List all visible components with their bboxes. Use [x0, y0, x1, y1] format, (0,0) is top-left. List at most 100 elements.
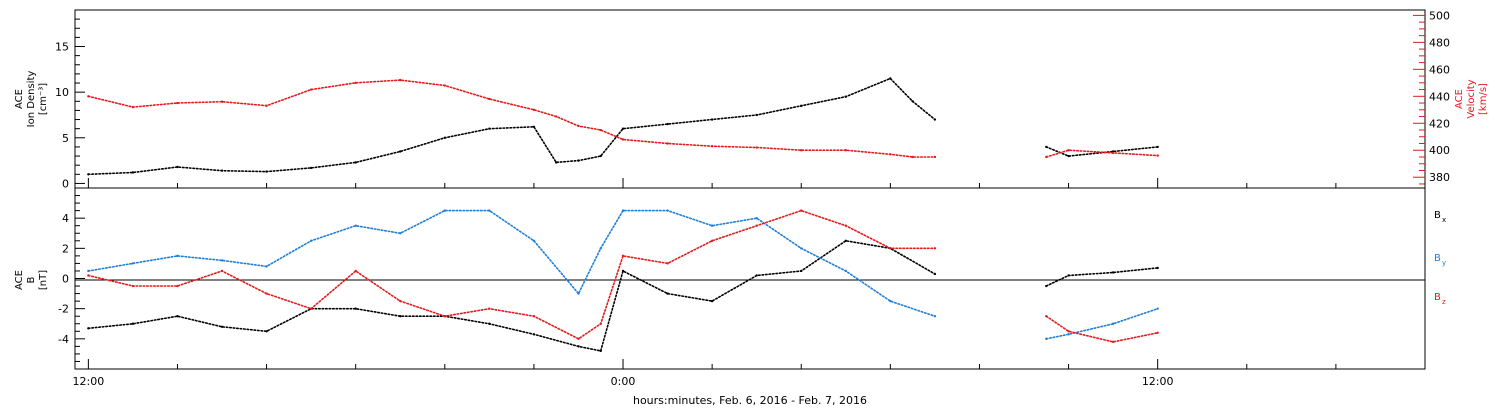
series-velocity-point: [220, 100, 224, 103]
series-bz-point: [399, 299, 402, 303]
bottom-left-tick-label: 2: [62, 242, 69, 255]
x-axis-label: hours:minutes, Feb. 6, 2016 - Feb. 7, 20…: [633, 394, 867, 407]
series-bx-trace: [87, 239, 936, 352]
series-by-point: [309, 239, 313, 242]
series-velocity-point: [1111, 151, 1115, 155]
series-by-point: [265, 265, 268, 268]
series-density-point: [1067, 154, 1070, 158]
series-bz-point: [844, 224, 847, 227]
series-bz-point: [1156, 331, 1159, 334]
series-velocity-point: [488, 97, 491, 101]
series-by-point: [844, 269, 847, 273]
series-density-point: [577, 159, 580, 162]
series-by-point: [599, 247, 602, 250]
series-velocity-point: [1045, 155, 1048, 159]
series-velocity-point: [554, 115, 558, 118]
bottom-left-tick-label: 0: [62, 273, 69, 286]
series-density-trace: [1045, 146, 1159, 157]
legend-by-subscript: y: [1442, 259, 1446, 267]
series-density-point: [131, 171, 135, 174]
series-by-point: [532, 239, 536, 242]
series-bx-point: [710, 299, 714, 303]
top-left-axis: 0 5 10 15: [55, 18, 85, 190]
top-ylabel-right-line1: ACE: [1454, 89, 1465, 109]
series-density-point: [889, 77, 892, 80]
series-density-point: [599, 154, 602, 158]
series-density-point: [265, 170, 268, 173]
series-by-point: [443, 209, 447, 212]
series-by-point: [889, 299, 892, 303]
top-ylabel-left-line3: [cm⁻³]: [38, 83, 49, 115]
series-bx-point: [87, 327, 90, 330]
series-bx-point: [755, 274, 758, 277]
top-right-tick-label: 500: [1429, 9, 1450, 22]
series-density-point: [800, 104, 803, 108]
legend-bx-subscript: x: [1442, 216, 1446, 224]
series-density-point: [554, 161, 558, 164]
series-density-point: [755, 113, 758, 117]
series-velocity-point: [354, 81, 357, 85]
series-velocity-point: [265, 104, 268, 107]
series-bx-point: [1156, 266, 1159, 270]
legend-bx-label: B: [1434, 210, 1441, 221]
top-ylabel-right-line2: Velocity: [1466, 79, 1477, 118]
series-bx-point: [599, 349, 602, 353]
series-bx-point: [666, 292, 669, 295]
series-bx-point: [800, 269, 803, 273]
series-bx-point: [265, 330, 268, 333]
series-by-point: [354, 224, 357, 227]
series-velocity-point: [666, 142, 669, 145]
bottom-left-tick-label: -2: [58, 303, 69, 316]
series-velocity-point: [800, 149, 803, 152]
bottom-left-tick-label: -4: [58, 333, 69, 346]
series-bz-point: [176, 284, 179, 288]
series-bz-point: [800, 209, 803, 212]
series-bz-point: [933, 247, 937, 250]
series-density-point: [1156, 145, 1159, 149]
series-bz-point: [1045, 315, 1048, 318]
series-bx-point: [220, 325, 224, 328]
top-left-tick-label: 0: [62, 177, 69, 190]
series-bz-point: [488, 307, 491, 310]
series-density-point: [710, 118, 714, 121]
series-by-point: [87, 269, 90, 273]
series-bz-point: [131, 284, 135, 288]
series-by-point: [800, 247, 803, 250]
series-bz-point: [87, 274, 90, 277]
legend-bx: B x: [1434, 210, 1446, 224]
series-density-point: [354, 161, 357, 164]
series-velocity-point: [755, 146, 758, 149]
series-bz-point: [220, 269, 224, 273]
series-density-point: [532, 125, 536, 129]
series-bz-point: [265, 292, 268, 295]
series-bx-point: [1067, 274, 1070, 277]
top-left-tick-label: 5: [62, 132, 69, 145]
series-bz-point: [577, 337, 580, 341]
series-bx-point: [1111, 271, 1115, 274]
series-bx-point: [131, 322, 135, 325]
top-right-tick-label: 440: [1429, 90, 1450, 103]
series-bx-point: [1045, 284, 1048, 288]
series-velocity-point: [889, 153, 892, 156]
series-bx-point: [354, 307, 357, 310]
top-right-axis: 380 400 420 440 460 480 500: [1413, 9, 1450, 185]
bottom-left-tick-label: 4: [62, 212, 69, 225]
legend-bz-subscript: z: [1442, 298, 1446, 306]
series-velocity-point: [87, 95, 90, 98]
series-density-trace: [87, 77, 936, 176]
x-major-tick-label: 12:00: [73, 375, 105, 388]
top-ylabel-left-line1: ACE: [14, 89, 25, 109]
series-density-point: [399, 150, 402, 153]
bottom-ylabel-line1: ACE: [14, 270, 25, 290]
top-right-tick-label: 380: [1429, 171, 1450, 184]
x-major-tick-label: 12:00: [1142, 375, 1174, 388]
top-right-tick-label: 400: [1429, 144, 1450, 157]
series-velocity-point: [844, 149, 847, 152]
series-by-point: [1156, 307, 1159, 310]
series-bz-point: [599, 322, 602, 325]
series-density-point: [1045, 145, 1048, 149]
series-bx-point: [577, 345, 580, 348]
series-bx-point: [933, 272, 937, 276]
series-density-point: [844, 95, 847, 98]
